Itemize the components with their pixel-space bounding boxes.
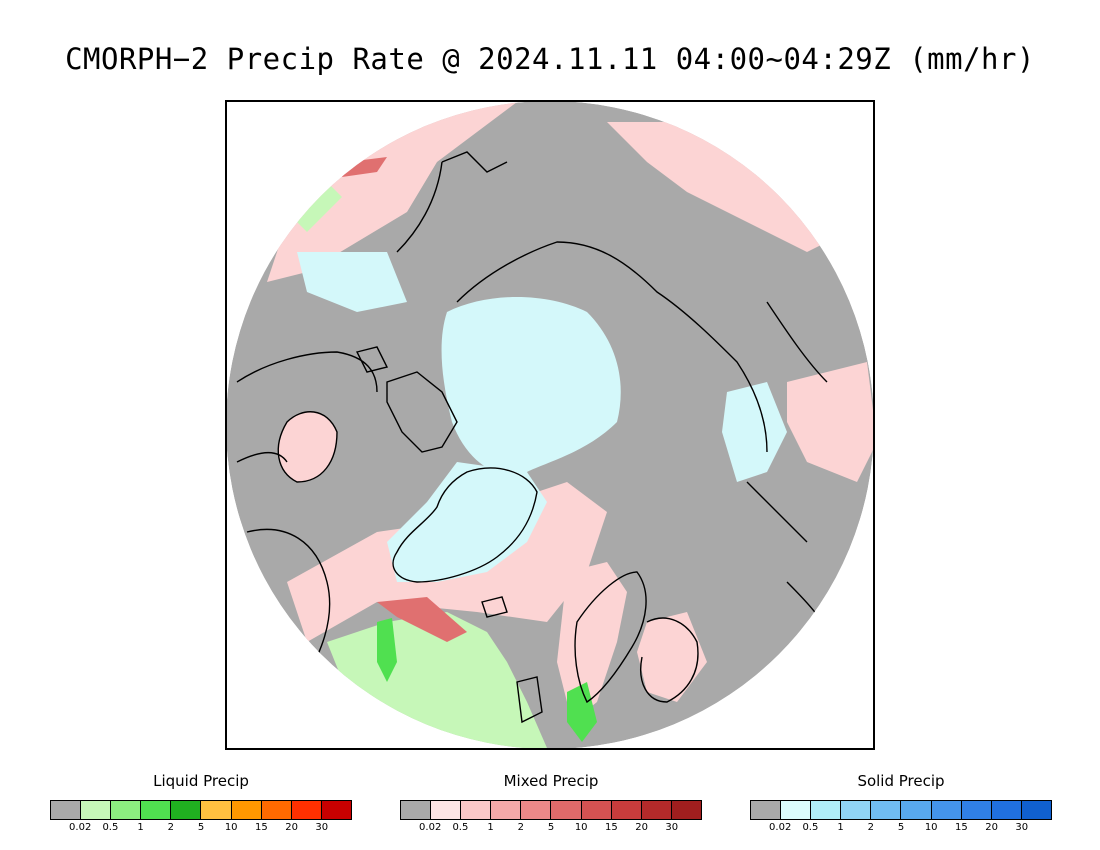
coastline-europe-baltic xyxy=(640,617,699,703)
legend-swatch xyxy=(201,801,232,819)
legend-swatch xyxy=(641,801,672,819)
mixed-precip-legend: Mixed Precip 0.02 0.5 1 2 5 10 15 20 30 xyxy=(400,772,702,836)
solid-precip-legend: Solid Precip 0.02 0.5 1 2 5 10 15 20 30 xyxy=(750,772,1052,836)
legend-swatch xyxy=(581,801,612,819)
legend-swatch xyxy=(51,801,82,819)
legend-tick-label: 1 xyxy=(487,822,494,833)
map-title: CMORPH−2 Precip Rate @ 2024.11.11 04:00~… xyxy=(65,42,1035,76)
legend-tick-label: 30 xyxy=(1015,822,1029,833)
legend-swatch xyxy=(261,801,292,819)
mixed-precip-streak-atlantic xyxy=(377,597,467,642)
legend-swatch xyxy=(671,801,701,819)
mixed-precip-region-northeast xyxy=(607,122,827,252)
legend-swatch xyxy=(991,801,1022,819)
legend-swatch xyxy=(811,801,842,819)
legend-swatch xyxy=(291,801,322,819)
legend-colorbar xyxy=(750,800,1052,820)
legend-tick-label: 10 xyxy=(574,822,588,833)
legend-tick-label: 10 xyxy=(224,822,238,833)
legend-title: Liquid Precip xyxy=(153,772,249,790)
liquid-precip-band-1 xyxy=(377,618,397,682)
legend-tick-label: 5 xyxy=(547,822,555,833)
legend-swatch xyxy=(401,801,432,819)
legend-swatch xyxy=(1021,801,1051,819)
legend-tick-label: 0.02 xyxy=(69,822,92,833)
coastline-scandinavia xyxy=(574,571,647,704)
legend-swatch xyxy=(81,801,112,819)
legend-ticks: 0.02 0.5 1 2 5 10 15 20 30 xyxy=(50,822,352,836)
mixed-precip-region-scandinavia xyxy=(557,562,627,722)
mixed-precip-region-east xyxy=(787,362,873,482)
legend-tick-label: 20 xyxy=(285,822,298,833)
legend-tick-label: 10 xyxy=(924,822,938,833)
solid-precip-region-arctic-ocean xyxy=(441,297,621,475)
legend-swatch xyxy=(141,801,172,819)
legend-tick-label: 15 xyxy=(255,822,268,833)
legend-colorbar xyxy=(50,800,352,820)
coastline-siberia xyxy=(456,241,768,453)
legend-swatch xyxy=(171,801,202,819)
legend-swatch xyxy=(461,801,492,819)
legend-swatch xyxy=(901,801,932,819)
coastline-uk-iceland xyxy=(481,596,543,724)
legend-tick-label: 0.02 xyxy=(419,822,442,833)
legend-ticks: 0.02 0.5 1 2 5 10 15 20 30 xyxy=(400,822,702,836)
legend-swatch xyxy=(521,801,552,819)
polar-map xyxy=(225,100,875,750)
coastline-greenland xyxy=(392,467,538,583)
mixed-precip-region-hudson xyxy=(278,411,337,482)
legend-tick-label: 30 xyxy=(665,822,679,833)
liquid-precip-band-2 xyxy=(567,682,597,742)
legend-swatch xyxy=(611,801,642,819)
mixed-precip-region-north-pacific xyxy=(267,102,517,282)
legend-swatch xyxy=(871,801,902,819)
liquid-precip-region-pacific xyxy=(287,182,342,232)
legend-swatch xyxy=(491,801,522,819)
polar-map-svg xyxy=(227,102,873,748)
solid-precip-region-siberia xyxy=(722,382,787,482)
legend-ticks: 0.02 0.5 1 2 5 10 15 20 30 xyxy=(750,822,1052,836)
legend-swatch xyxy=(431,801,462,819)
liquid-precip-legend: Liquid Precip 0.02 0.5 1 2 5 10 15 20 30 xyxy=(50,772,352,836)
legend-tick-label: 0.5 xyxy=(802,822,819,833)
legend-tick-label: 5 xyxy=(197,822,205,833)
legend-swatch xyxy=(841,801,872,819)
legend-tick-label: 0.5 xyxy=(452,822,469,833)
legend-tick-label: 30 xyxy=(315,822,329,833)
legend-swatch xyxy=(931,801,962,819)
legend-tick-label: 2 xyxy=(867,822,874,833)
legend-swatch xyxy=(961,801,992,819)
legend-tick-label: 20 xyxy=(985,822,998,833)
mixed-precip-region-baltic xyxy=(637,612,707,702)
legend-swatch xyxy=(551,801,582,819)
legend-tick-label: 5 xyxy=(897,822,905,833)
solid-precip-region-greenland xyxy=(387,462,547,582)
legend-colorbar xyxy=(400,800,702,820)
legend-tick-label: 1 xyxy=(137,822,144,833)
legend-swatch xyxy=(751,801,782,819)
solid-precip-region-bering xyxy=(297,252,407,312)
legend-swatch xyxy=(781,801,812,819)
legend-tick-label: 20 xyxy=(635,822,648,833)
legend-swatch xyxy=(321,801,351,819)
legend-tick-label: 15 xyxy=(955,822,968,833)
legend-title: Mixed Precip xyxy=(503,772,599,790)
legend-tick-label: 2 xyxy=(167,822,174,833)
legend-tick-label: 15 xyxy=(605,822,618,833)
legend-tick-label: 0.02 xyxy=(769,822,792,833)
coastline-canadian-archipelago xyxy=(355,346,458,453)
coastline-alaska-chukotka xyxy=(396,151,508,253)
legend-title: Solid Precip xyxy=(857,772,945,790)
legend-tick-label: 1 xyxy=(837,822,844,833)
legend-swatch xyxy=(231,801,262,819)
legend-tick-label: 0.5 xyxy=(102,822,119,833)
coastline-hudson-bay xyxy=(277,411,338,483)
legend-tick-label: 2 xyxy=(517,822,524,833)
legend-swatch xyxy=(111,801,142,819)
